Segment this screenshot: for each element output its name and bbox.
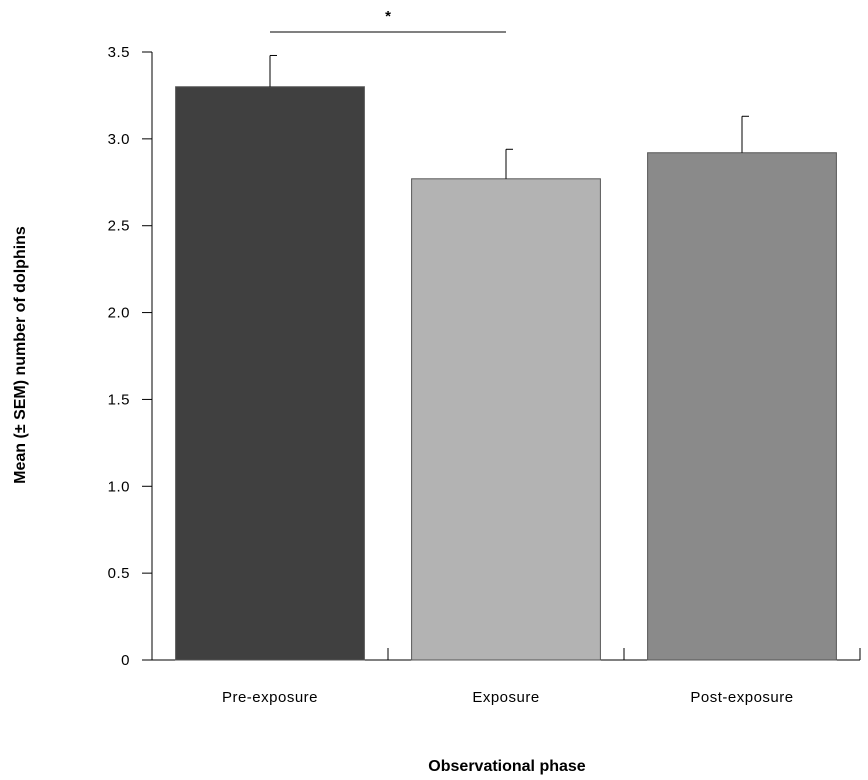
y-tick-label: 2.5 — [108, 218, 130, 235]
x-axis-title: Observational phase — [428, 758, 585, 775]
bar-pre-exposure — [175, 86, 365, 661]
y-tick-label: 0.5 — [108, 565, 130, 582]
error-bars — [269, 54, 749, 179]
y-tick-label: 1.5 — [108, 391, 130, 408]
bar-exposure — [411, 178, 601, 661]
x-tick-label: Pre-exposure — [222, 689, 318, 706]
x-tick-label: Post-exposure — [690, 689, 793, 706]
y-tick-label: 0 — [121, 652, 130, 669]
y-axis-title: Mean (± SEM) number of dolphins — [12, 226, 29, 484]
significance-annotation: * — [270, 8, 506, 33]
y-axis: 0 0.5 1.0 1.5 2.0 2.5 3.0 3.5 — [108, 44, 153, 669]
significance-label: * — [385, 8, 391, 25]
y-tick-label: 3.5 — [108, 44, 130, 61]
y-tick-label: 1.0 — [108, 478, 130, 495]
y-tick-label: 2.0 — [108, 305, 130, 322]
bar-post-exposure — [647, 152, 837, 661]
y-tick-label: 3.0 — [108, 131, 130, 148]
bars — [175, 86, 837, 661]
x-tick-label: Exposure — [472, 689, 539, 706]
